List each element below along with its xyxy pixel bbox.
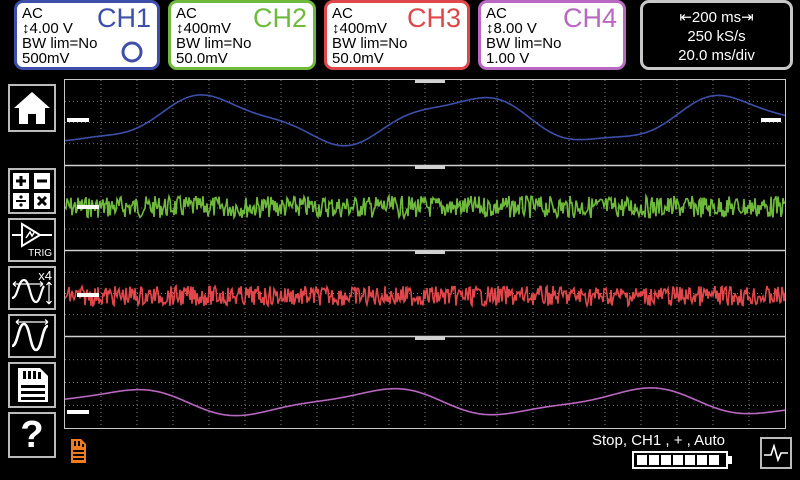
ch1-offset: 500mV bbox=[22, 50, 70, 67]
channel-ground-marker bbox=[67, 118, 89, 122]
help-label: ? bbox=[20, 414, 44, 456]
waveform-display bbox=[64, 80, 786, 428]
timebase-box[interactable]: ⇤200 ms⇥ 250 kS/s 20.0 ms/div bbox=[640, 0, 793, 70]
ch3-bw-limit: BW lim=No bbox=[332, 35, 408, 52]
trigger-button[interactable]: TRIG bbox=[8, 218, 56, 262]
math-button[interactable] bbox=[8, 168, 56, 214]
home-icon bbox=[14, 92, 50, 124]
ch4-bw-limit: BW lim=No bbox=[486, 35, 562, 52]
ch2-info-box[interactable]: AC ↕400mV BW lim=No 50.0mV CH2 bbox=[168, 0, 316, 70]
trigger-icon bbox=[12, 222, 52, 248]
zoom-factor: x4 bbox=[38, 268, 52, 283]
autoset-waveform-icon bbox=[11, 319, 49, 352]
ch2-trace bbox=[64, 192, 786, 221]
ch3-info-box[interactable]: AC ↕400mV BW lim=No 50.0mV CH3 bbox=[324, 0, 470, 70]
trigger-position-marker bbox=[415, 166, 445, 169]
ch4-label: CH4 bbox=[562, 3, 617, 33]
channel-ground-marker bbox=[77, 293, 99, 297]
help-button[interactable]: ? bbox=[8, 412, 56, 458]
memory-usage-bar bbox=[632, 451, 732, 469]
zoom-button[interactable]: x4 bbox=[8, 266, 56, 310]
ch1-info-box[interactable]: AC ↕4.00 V BW lim=No 500mV CH1 bbox=[14, 0, 160, 70]
ch3-label: CH3 bbox=[406, 3, 461, 33]
trigger-position-marker bbox=[415, 251, 445, 254]
math-operators-icon bbox=[13, 173, 50, 209]
channel-ground-marker bbox=[67, 410, 89, 414]
oscilloscope-screen[interactable] bbox=[64, 79, 786, 429]
ch2-coupling: AC bbox=[176, 5, 197, 22]
trigger-position-marker bbox=[415, 337, 445, 340]
trigger-label: TRIG bbox=[28, 248, 52, 259]
ch2-label: CH2 bbox=[252, 3, 307, 33]
ch4-scale: ↕8.00 V bbox=[486, 20, 537, 37]
ch3-coupling: AC bbox=[332, 5, 353, 22]
ch1-label: CH1 bbox=[96, 3, 151, 33]
channel-ground-marker bbox=[77, 205, 99, 209]
timebase-sample-rate: 250 kS/s bbox=[687, 28, 746, 45]
ch2-bw-limit: BW lim=No bbox=[176, 35, 252, 52]
save-button[interactable] bbox=[8, 362, 56, 408]
ch4-coupling: AC bbox=[486, 5, 507, 22]
acquisition-status: Stop, CH1 , + , Auto bbox=[592, 432, 725, 449]
ch3-offset: 50.0mV bbox=[332, 50, 384, 67]
ch3-scale: ↕400mV bbox=[332, 20, 388, 37]
memory-card-icon bbox=[18, 368, 48, 402]
ch1-bw-limit: BW lim=No bbox=[22, 35, 98, 52]
waveform-mode-icon bbox=[764, 443, 788, 463]
ch1-scale: ↕4.00 V bbox=[22, 20, 73, 37]
home-button[interactable] bbox=[8, 84, 56, 132]
ch1-coupling: AC bbox=[22, 5, 43, 22]
ch4-info-box[interactable]: AC ↕8.00 V BW lim=No 1.00 V CH4 bbox=[478, 0, 626, 70]
timebase-per-div: 20.0 ms/div bbox=[678, 47, 755, 64]
ch4-offset: 1.00 V bbox=[486, 50, 530, 67]
timebase-span: ⇤200 ms⇥ bbox=[679, 9, 754, 26]
ch1-active-icon bbox=[121, 41, 143, 63]
sd-card-icon bbox=[71, 439, 86, 463]
ch2-offset: 50.0mV bbox=[176, 50, 228, 67]
ch1-trace bbox=[65, 94, 786, 147]
ch4-trace bbox=[64, 387, 786, 417]
ch3-trace bbox=[64, 283, 786, 309]
display-mode-button[interactable] bbox=[760, 437, 792, 469]
zoom-waveform-icon bbox=[11, 278, 52, 305]
trigger-position-marker bbox=[415, 80, 445, 83]
ch1-right-marker bbox=[761, 118, 781, 122]
autoset-button[interactable] bbox=[8, 314, 56, 358]
ch2-scale: ↕400mV bbox=[176, 20, 232, 37]
